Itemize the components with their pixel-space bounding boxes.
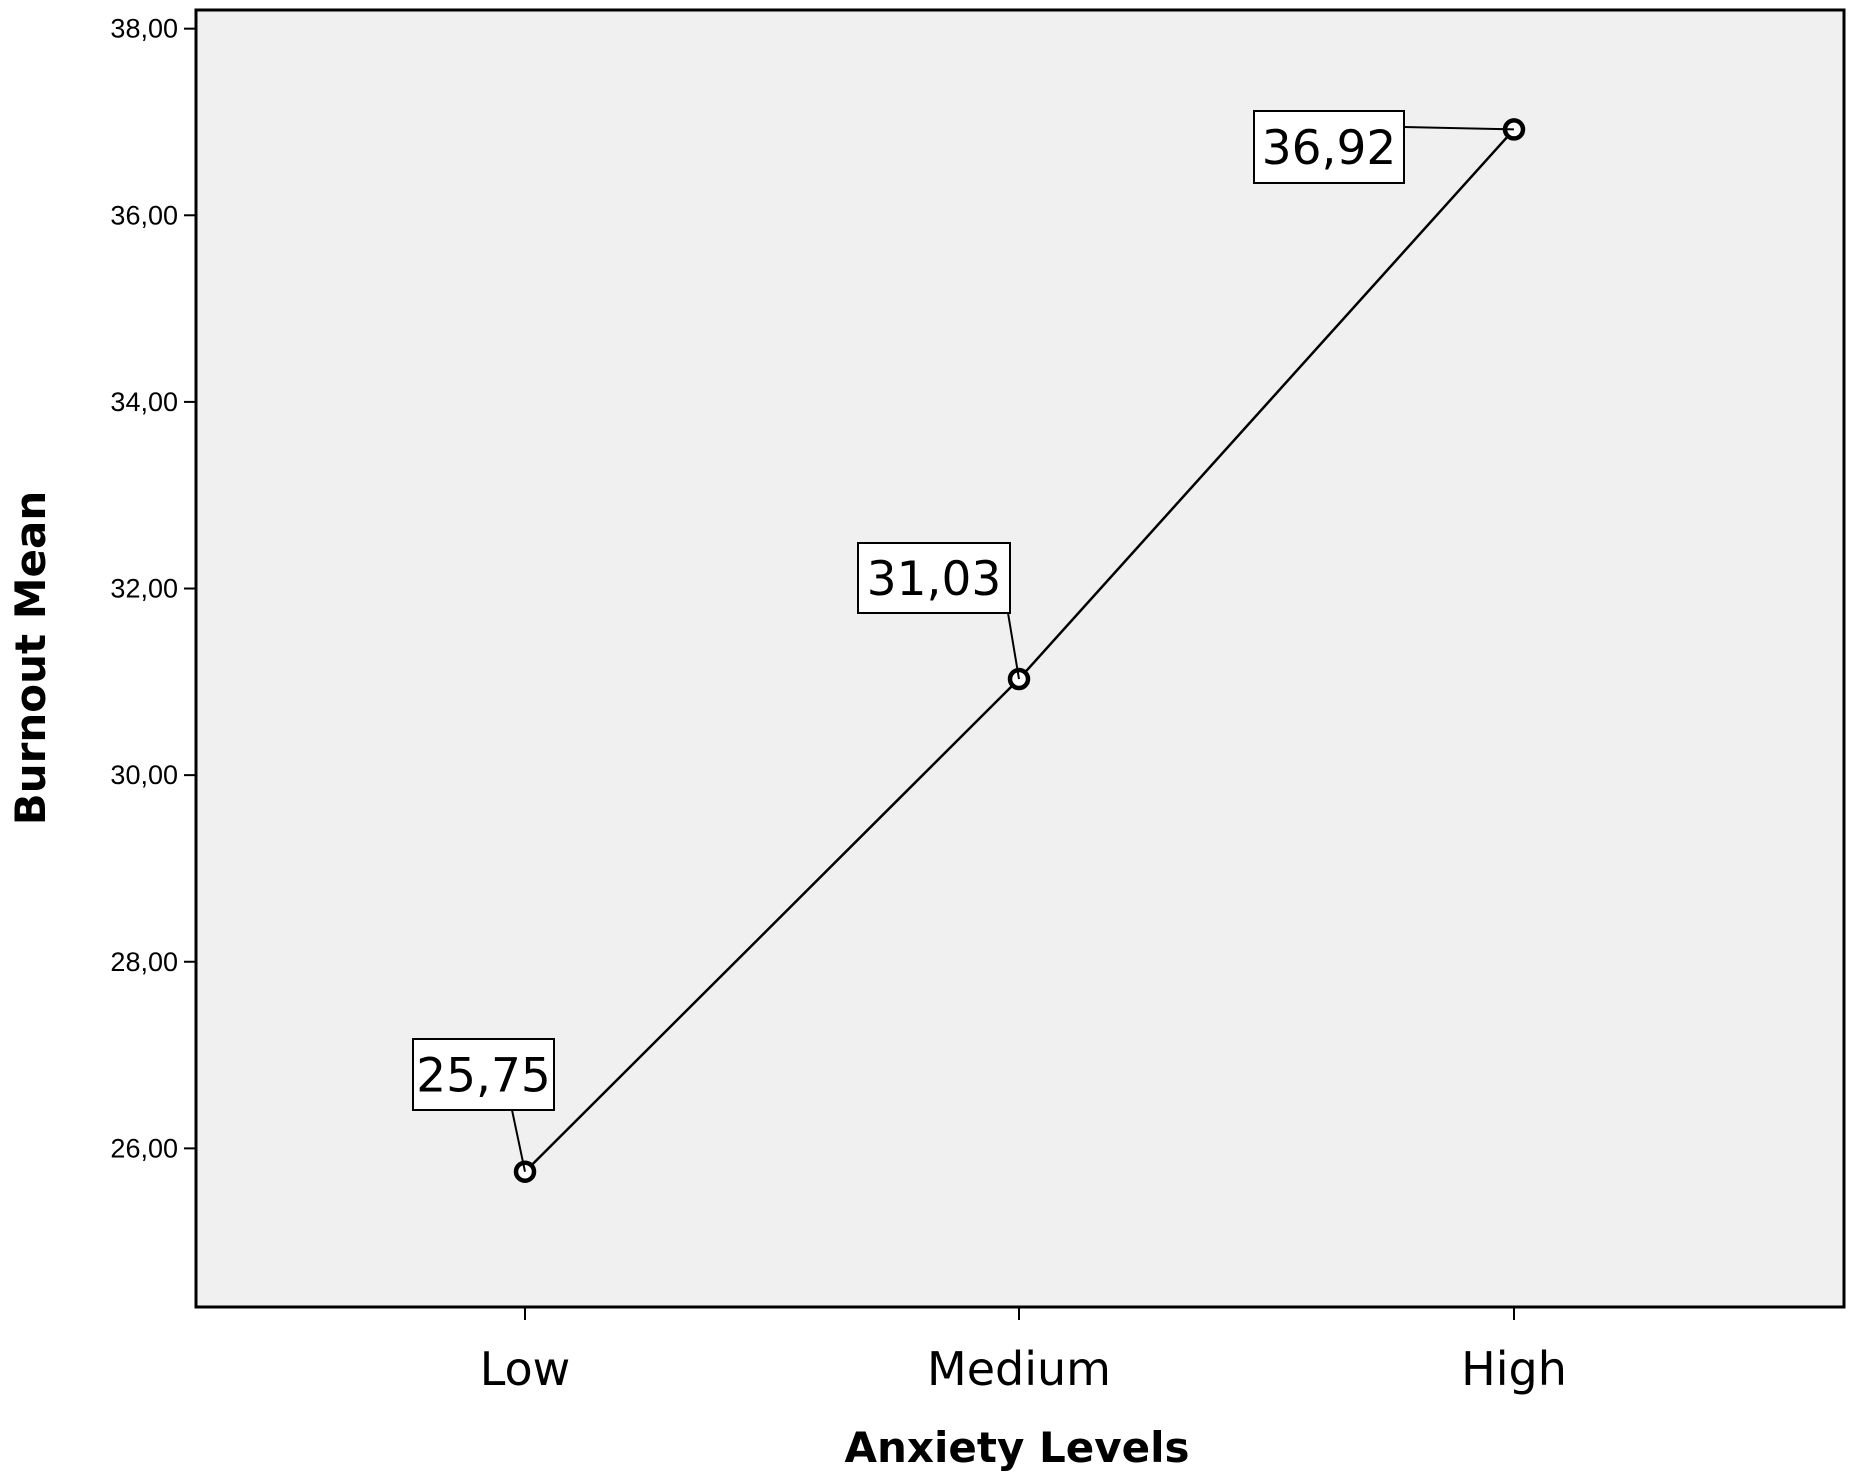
- y-axis: 26,00 28,00 30,00 32,00 34,00 36,00 38,00: [110, 14, 196, 1163]
- data-label-box: [857, 542, 1011, 614]
- plot-area: [194, 8, 1846, 1309]
- y-tick-label: 34,00: [110, 387, 178, 417]
- data-label-leader: [511, 1109, 526, 1172]
- data-label-medium: 31,03: [867, 552, 1002, 607]
- y-tick-label: 30,00: [110, 760, 178, 790]
- x-tick-label-high: High: [1461, 1342, 1567, 1396]
- data-labels-group: 25,75 31,03 36,92: [412, 110, 1515, 1172]
- data-label-leader: [1403, 126, 1515, 131]
- y-tick-label: 38,00: [110, 14, 178, 44]
- x-tick-label-medium: Medium: [927, 1342, 1111, 1396]
- y-tick-label: 28,00: [110, 947, 178, 977]
- y-axis-title: Burnout Mean: [6, 491, 55, 826]
- x-axis: Low Medium High: [480, 1307, 1567, 1396]
- data-label-box: [1253, 110, 1405, 184]
- x-axis-title: Anxiety Levels: [845, 1423, 1190, 1472]
- y-tick-label: 26,00: [110, 1133, 178, 1163]
- y-tick-label: 36,00: [110, 200, 178, 230]
- y-tick-label: 32,00: [110, 574, 178, 604]
- data-label-low: 25,75: [416, 1049, 551, 1104]
- x-tick-label-low: Low: [480, 1342, 571, 1396]
- data-label-box: [412, 1038, 555, 1111]
- data-label-leader: [1007, 612, 1020, 680]
- data-label-high: 36,92: [1262, 121, 1397, 176]
